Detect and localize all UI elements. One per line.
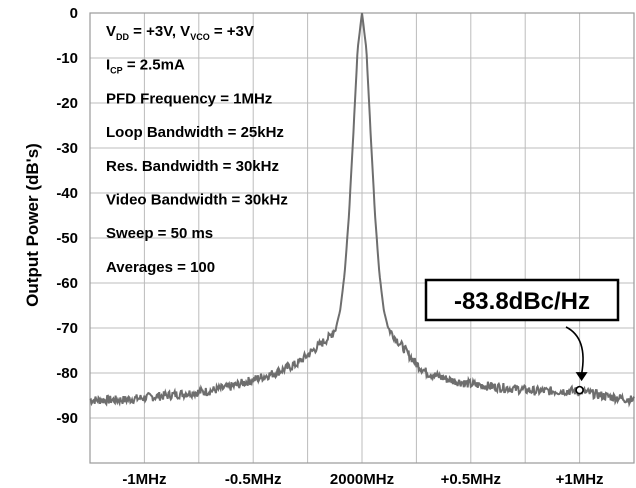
annotation-line: Loop Bandwidth = 25kHz bbox=[106, 124, 284, 141]
annotation-text: Res. Bandwidth = 30kHz bbox=[106, 158, 279, 175]
annotation-line: ICP = 2.5mA bbox=[106, 57, 185, 76]
annotation-text: Loop Bandwidth = 25kHz bbox=[106, 124, 284, 141]
noise-callout: -83.8dBc/Hz bbox=[424, 278, 620, 395]
annotation-text: = +3V, V bbox=[129, 23, 190, 40]
x-axis-ticks: -1MHz -0.5MHz 2000MHz +0.5MHz +1MHz bbox=[122, 471, 603, 488]
annotation-line: Video Bandwidth = 30kHz bbox=[106, 192, 288, 209]
y-tick-label: 0 bbox=[70, 5, 78, 22]
annotation-line: PFD Frequency = 1MHz bbox=[106, 90, 272, 107]
callout-box bbox=[424, 278, 620, 322]
y-tick-label: -60 bbox=[56, 275, 78, 292]
annotation-text: = 2.5mA bbox=[123, 57, 185, 74]
y-tick-label: -30 bbox=[56, 140, 78, 157]
settings-annotation: VDD = +3V, VVCO = +3V ICP = 2.5mA PFD Freq… bbox=[106, 23, 288, 276]
y-tick-label: -90 bbox=[56, 410, 78, 427]
annotation-line: VDD = +3V, VVCO = +3V bbox=[106, 23, 254, 42]
annotation-text: PFD Frequency = 1MHz bbox=[106, 90, 272, 107]
annotation-line: Res. Bandwidth = 30kHz bbox=[106, 158, 279, 175]
annotation-line: Sweep = 50 ms bbox=[106, 225, 213, 242]
annotation-line: Averages = 100 bbox=[106, 259, 215, 276]
y-tick-label: -10 bbox=[56, 50, 78, 67]
x-tick-label: -0.5MHz bbox=[225, 471, 282, 488]
y-tick-label: -50 bbox=[56, 230, 78, 247]
y-tick-label: -70 bbox=[56, 320, 78, 337]
annotation-text: Averages = 100 bbox=[106, 259, 215, 276]
callout-arrow bbox=[565, 326, 584, 375]
y-tick-label: -40 bbox=[56, 185, 78, 202]
arrow-head-icon bbox=[575, 372, 588, 382]
y-axis-ticks: 0 -10 -20 -30 -40 -50 -60 -70 -80 -90 bbox=[56, 5, 78, 427]
y-tick-label: -80 bbox=[56, 365, 78, 382]
callout-text: -83.8dBc/Hz bbox=[454, 288, 590, 315]
y-tick-label: -20 bbox=[56, 95, 78, 112]
y-axis-label: Output Power (dB's) bbox=[23, 143, 42, 307]
annotation-text: = +3V bbox=[210, 23, 254, 40]
annotation-subscript: DD bbox=[116, 32, 129, 42]
annotation-subscript: CP bbox=[110, 66, 123, 76]
series-group bbox=[89, 12, 635, 408]
annotation-text: I bbox=[106, 57, 110, 74]
marker-point bbox=[575, 385, 584, 395]
x-tick-label: -1MHz bbox=[122, 471, 166, 488]
series-trace bbox=[89, 12, 635, 408]
annotation-text: Video Bandwidth = 30kHz bbox=[106, 192, 288, 209]
x-tick-label: 2000MHz bbox=[330, 471, 394, 488]
annotation-subscript: VCO bbox=[190, 32, 210, 42]
annotation-text: V bbox=[106, 23, 116, 40]
annotation-text: Sweep = 50 ms bbox=[106, 225, 213, 242]
x-tick-label: +0.5MHz bbox=[441, 471, 501, 488]
x-tick-label: +1MHz bbox=[556, 471, 604, 488]
